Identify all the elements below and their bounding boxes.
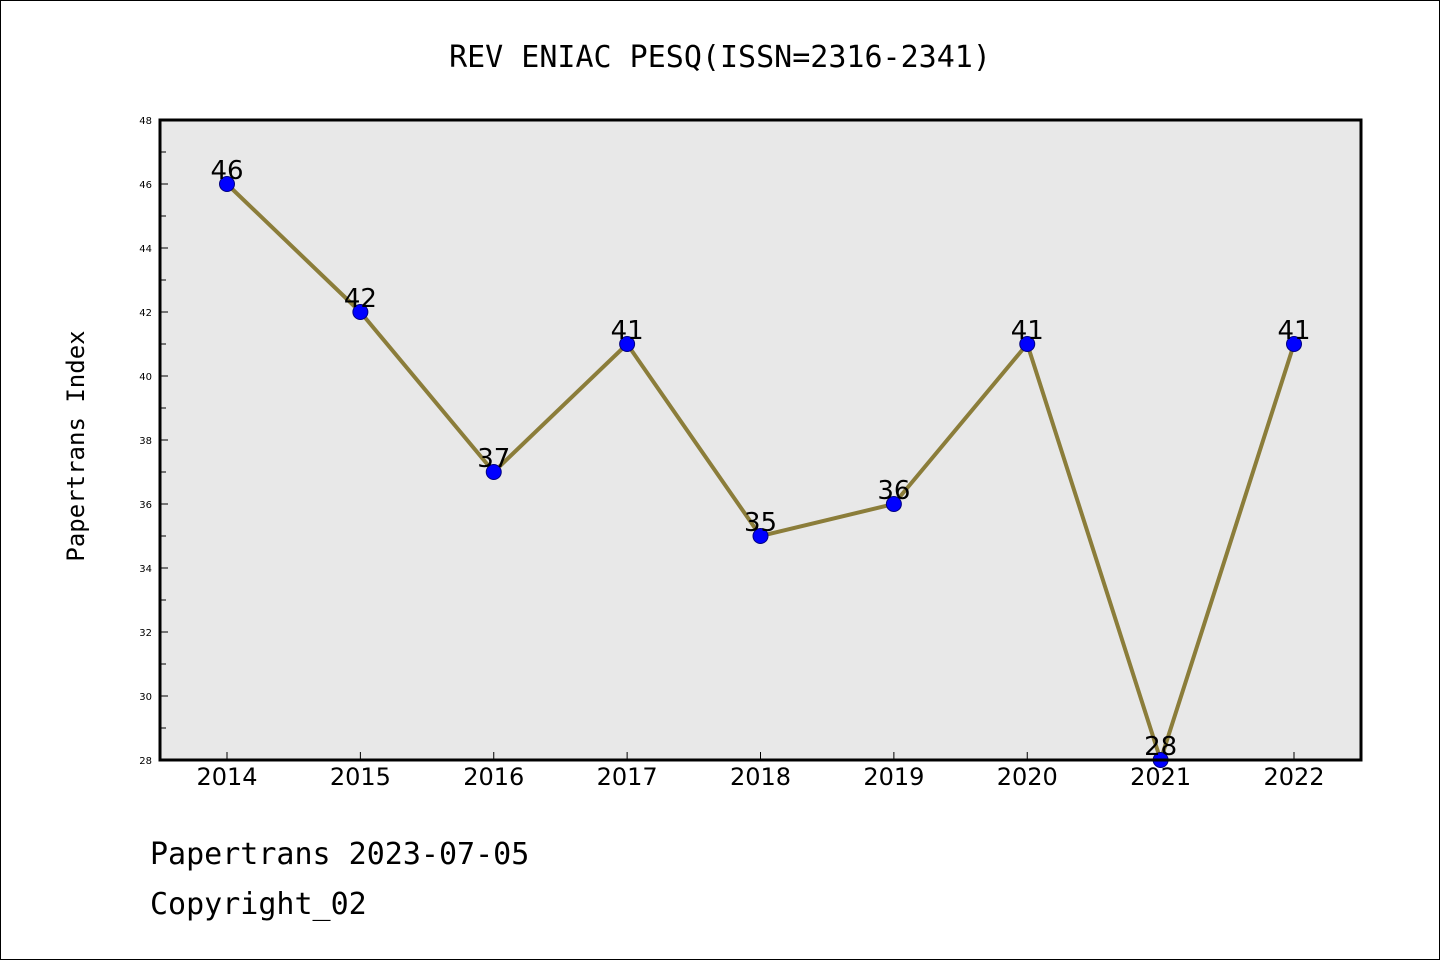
x-tick-label: 2022 [1263,763,1324,791]
data-point [619,336,636,352]
y-tick-label: 44 [139,244,152,255]
x-tick-label: 2015 [330,763,391,791]
y-axis: 28 30 32 34 36 38 40 42 44 46 48 [139,116,168,767]
y-tick-label: 30 [139,692,152,703]
x-tick-label: 2019 [863,763,924,791]
data-point [1286,336,1302,352]
data-label: 42 [344,284,377,314]
y-tick-label: 28 [139,756,152,767]
data-label: 41 [1011,316,1044,346]
x-tick-label: 2020 [997,763,1058,791]
data-label-layer: 46 42 37 41 35 36 41 28 41 [210,156,1310,762]
y-tick-label: 38 [139,436,152,447]
data-label: 28 [1144,732,1177,762]
data-label: 36 [877,476,910,506]
data-label: 41 [611,316,644,346]
footer-copyright: Copyright_02 [150,887,367,922]
data-label: 46 [210,156,243,186]
data-point [1019,336,1036,352]
data-point [352,304,369,320]
y-tick-label: 48 [139,116,152,127]
x-axis: 2014 2015 2016 2017 2018 2019 2020 2021 2022 [196,752,1325,791]
x-tick-label: 2017 [597,763,658,791]
y-tick-label: 40 [139,372,152,383]
y-tick-label: 46 [139,180,152,191]
y-tick-label: 32 [139,628,152,639]
x-tick-label: 2018 [730,763,791,791]
x-tick-label: 2014 [196,763,257,791]
y-tick-label: 36 [139,500,152,511]
data-label: 35 [744,508,777,538]
data-label: 41 [1277,316,1310,346]
y-tick-label: 34 [139,564,152,575]
data-point [752,528,769,544]
plot-area [160,120,1361,760]
y-axis-label: Papertrans Index [62,330,90,561]
y-tick-label: 42 [139,308,152,319]
data-point [885,496,902,512]
data-point [219,176,235,192]
series-layer [219,176,1302,768]
footer-date: Papertrans 2023-07-05 [150,837,529,872]
plot-frame [158,118,1363,762]
chart-title: REV ENIAC PESQ(ISSN=2316-2341) [449,40,991,75]
data-label: 37 [477,444,510,474]
data-point [485,464,502,480]
x-tick-label: 2016 [463,763,524,791]
